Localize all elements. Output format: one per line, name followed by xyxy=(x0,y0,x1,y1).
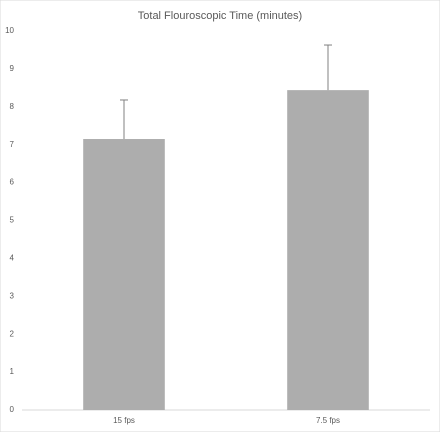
y-tick-label: 3 xyxy=(10,291,15,300)
y-tick-label: 6 xyxy=(10,178,15,187)
bar xyxy=(287,90,369,411)
y-tick-label: 8 xyxy=(10,102,15,111)
y-tick-label: 2 xyxy=(10,329,15,338)
y-tick-label: 9 xyxy=(10,64,15,73)
y-tick-label: 7 xyxy=(10,140,15,149)
y-tick-label: 0 xyxy=(10,405,15,414)
y-tick-label: 4 xyxy=(10,254,15,263)
x-tick-label: 7.5 fps xyxy=(316,416,340,425)
y-tick-label: 10 xyxy=(5,26,14,35)
y-tick-label: 5 xyxy=(10,216,15,225)
x-tick-label: 15 fps xyxy=(113,416,135,425)
bar xyxy=(83,139,165,410)
chart-title: Total Flouroscopic Time (minutes) xyxy=(138,10,302,22)
y-tick-label: 1 xyxy=(10,367,15,376)
